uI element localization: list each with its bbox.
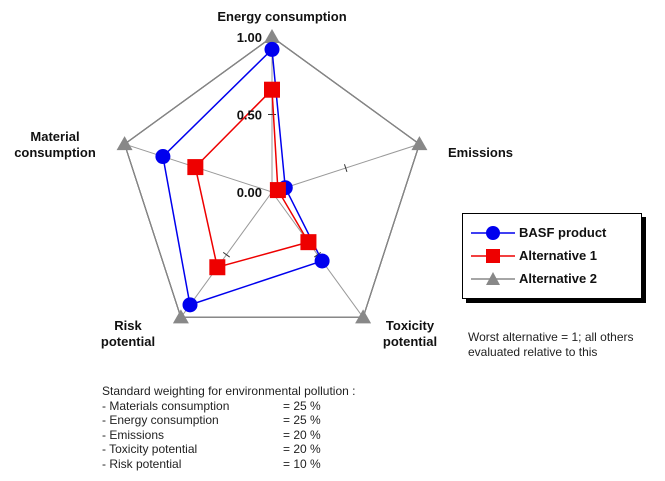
data-point [209,259,226,276]
legend-item-alt1: Alternative 1 [463,246,641,266]
tick-labels: 0.00 0.50 1.00 [237,30,262,200]
axis-label: Energy consumption [217,9,346,24]
axis-label-line: potential [101,334,155,349]
legend-item-basf: BASF product [463,223,641,243]
axis-label: Material consumption [14,129,96,160]
data-point [116,136,133,151]
weighting-row: - Risk potential = 10 % [102,457,356,472]
weighting-row: - Toxicity potential = 20 % [102,442,356,457]
axis-label: Risk potential [101,318,155,349]
normalization-note: Worst alternative = 1; all others evalua… [468,330,634,359]
axis-label-line: consumption [14,145,96,160]
legend: BASF product Alternative 1 Alternative 2 [462,213,642,299]
weighting-label: - Energy consumption [102,413,219,427]
data-point [411,136,428,151]
series-line [162,47,324,306]
data-point [264,41,280,57]
square-marker-icon [471,249,515,263]
weighting-label: - Toxicity potential [102,442,198,456]
data-point [314,253,330,269]
axis-tick [222,251,230,258]
axis-tick [314,251,322,258]
axis-tick [343,164,348,173]
weighting-label: - Materials consumption [102,398,230,413]
legend-label: Alternative 2 [519,271,598,286]
weighting-label: - Risk potential [102,456,182,471]
weighting-value: = 20 % [283,442,321,456]
data-point [269,182,286,199]
data-point [264,81,280,98]
chart-grid [123,36,421,318]
tick-label: 1.00 [237,30,262,45]
weighting-label: - Emissions [102,427,165,442]
data-point [300,234,317,251]
weighting-row: - Energy consumption = 25 % [102,413,356,428]
weighting-value: = 25 % [283,413,321,427]
weighting-value: = 25 % [283,398,321,413]
axis-label-line: Material [30,129,79,144]
weighting-block: Standard weighting for environmental pol… [102,384,356,471]
weighting-title: Standard weighting for environmental pol… [102,384,356,398]
legend-label: Alternative 1 [519,248,598,263]
tick-label: 0.50 [237,108,262,123]
axis-label-line: Energy consumption [217,9,346,24]
axis-label-line: potential [383,334,437,349]
weighting-value: = 10 % [283,456,321,471]
weighting-value: = 20 % [283,427,321,442]
series-layer [116,29,428,324]
data-point [172,309,189,324]
data-point [264,29,280,43]
data-point [155,149,171,165]
legend-label: BASF product [519,225,607,240]
circle-marker-icon [471,226,515,240]
axis-label: Emissions [448,145,513,160]
axis-label-line: Toxicity [386,318,435,333]
series-line [194,87,310,269]
axis-label: Toxicity potential [383,318,437,349]
axis-label-line: Risk [114,318,142,333]
series-line [123,36,421,318]
weighting-row: - Materials consumption = 25 % [102,399,356,414]
data-point [187,159,204,176]
weighting-row: - Emissions = 20 % [102,428,356,443]
triangle-marker-icon [471,272,515,285]
tick-label: 0.00 [237,185,262,200]
data-point [182,297,198,313]
axis-label-line: Emissions [448,145,513,160]
legend-item-alt2: Alternative 2 [463,269,641,289]
data-point [355,309,372,324]
